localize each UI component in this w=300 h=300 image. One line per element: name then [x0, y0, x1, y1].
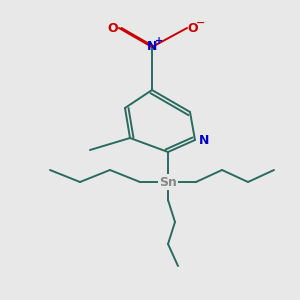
Text: N: N: [147, 40, 157, 53]
Text: +: +: [155, 36, 163, 46]
Text: N: N: [199, 134, 209, 146]
Text: O: O: [188, 22, 198, 34]
Text: O: O: [108, 22, 118, 34]
Text: −: −: [196, 18, 206, 28]
Text: Sn: Sn: [159, 176, 177, 188]
